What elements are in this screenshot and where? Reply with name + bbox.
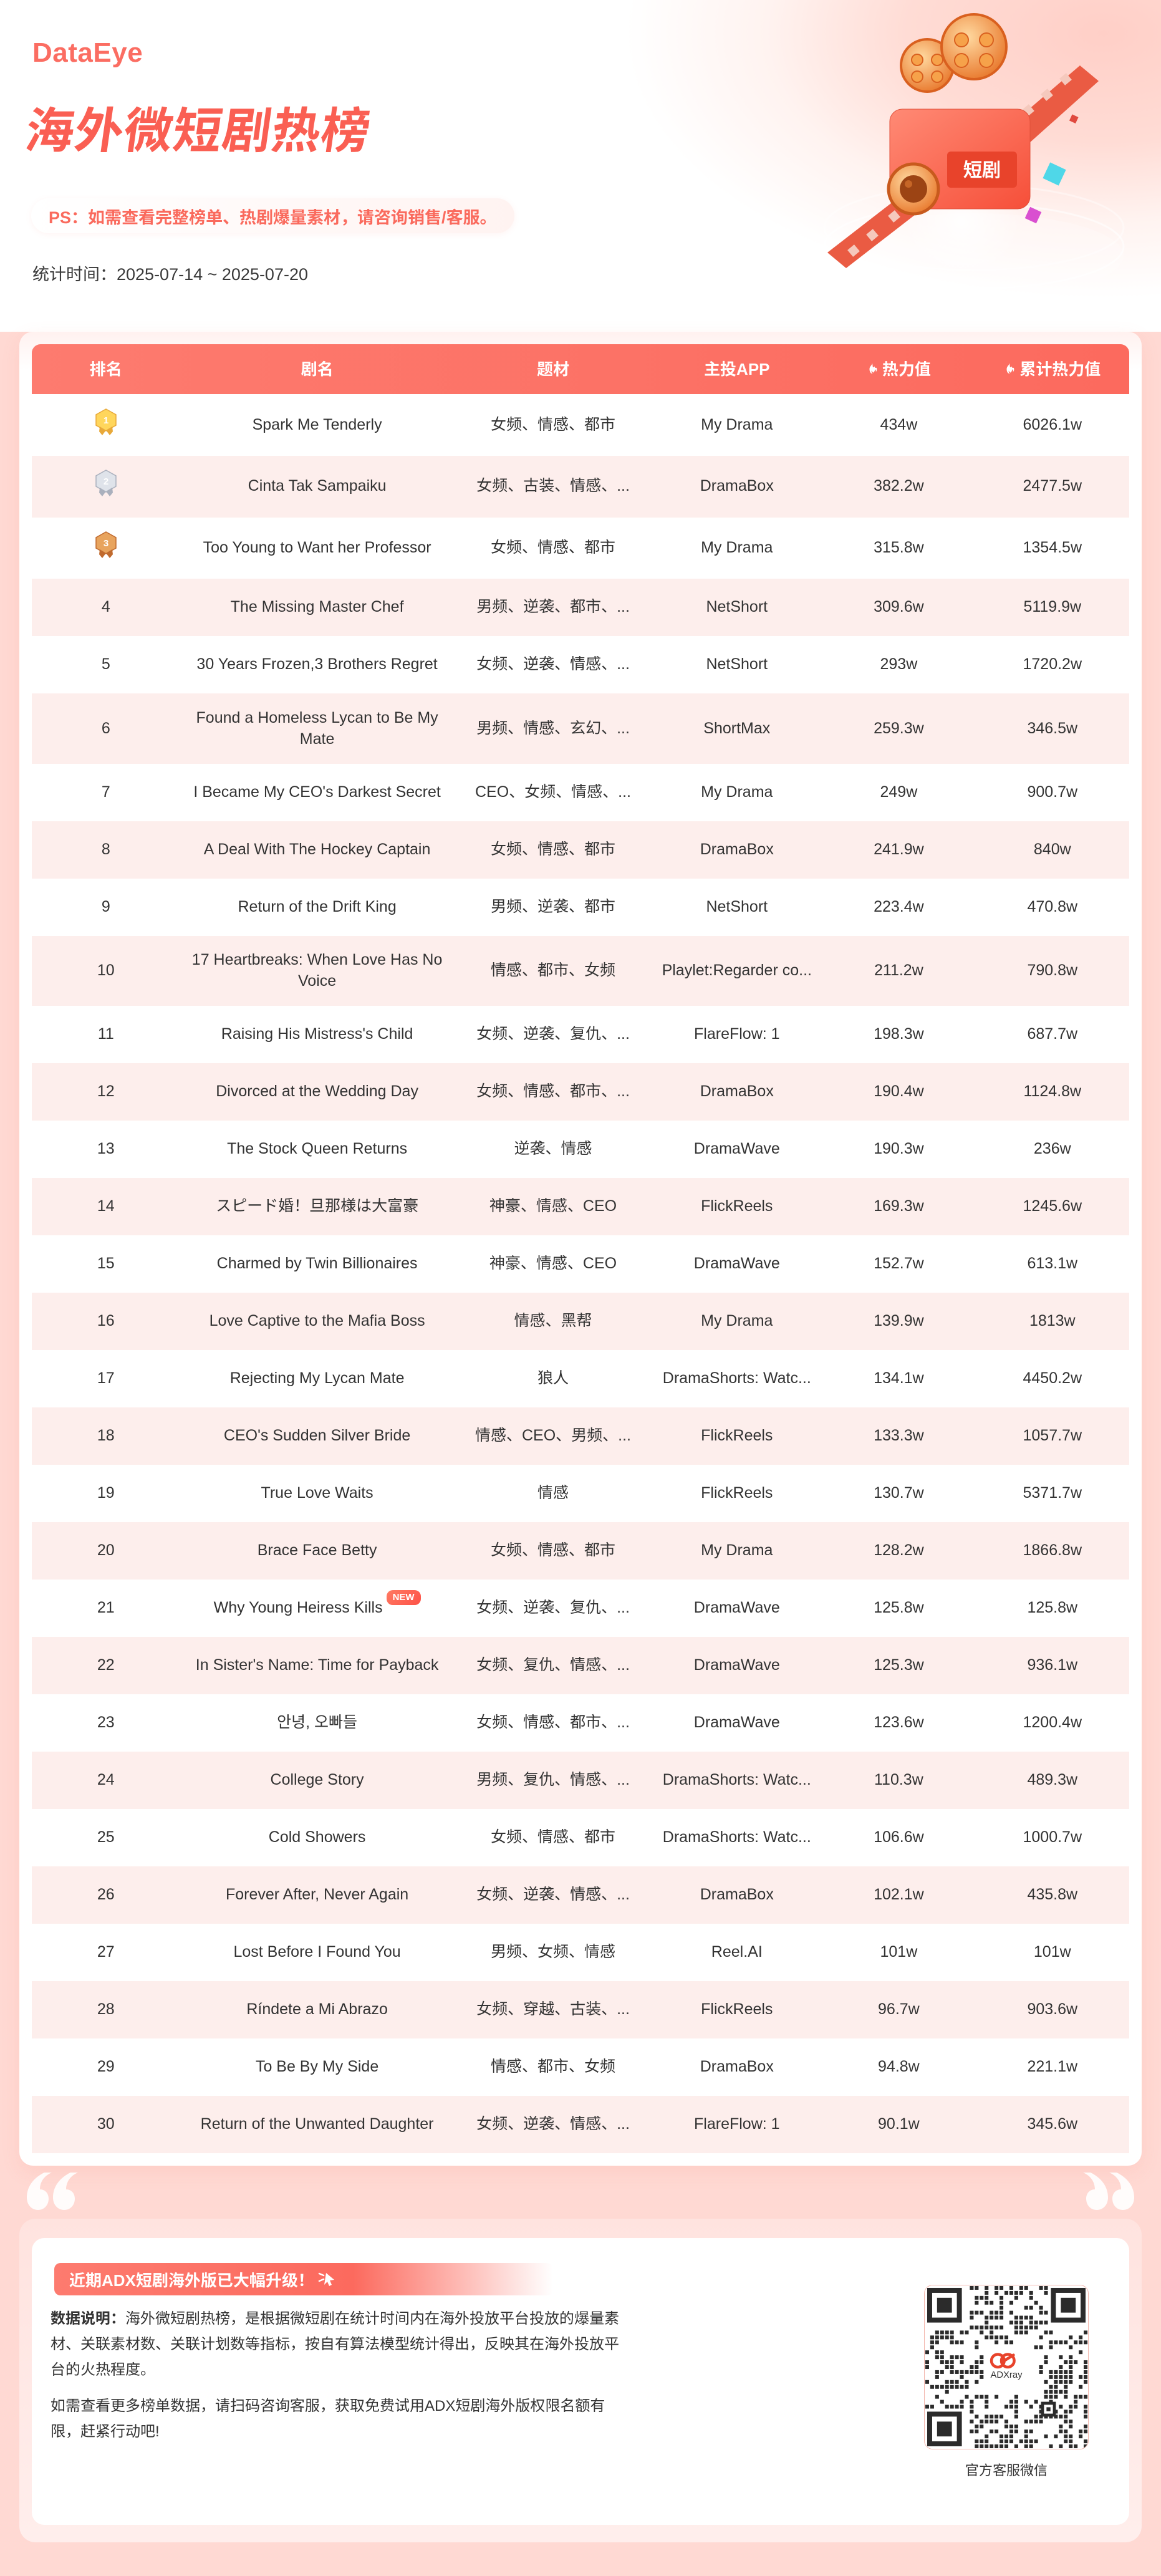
svg-text:1: 1 [104,415,108,426]
svg-text:3: 3 [104,538,108,549]
svg-text:2: 2 [104,476,108,487]
svg-text:短剧: 短剧 [963,160,1001,181]
svg-text:ADXray: ADXray [991,2370,1023,2380]
